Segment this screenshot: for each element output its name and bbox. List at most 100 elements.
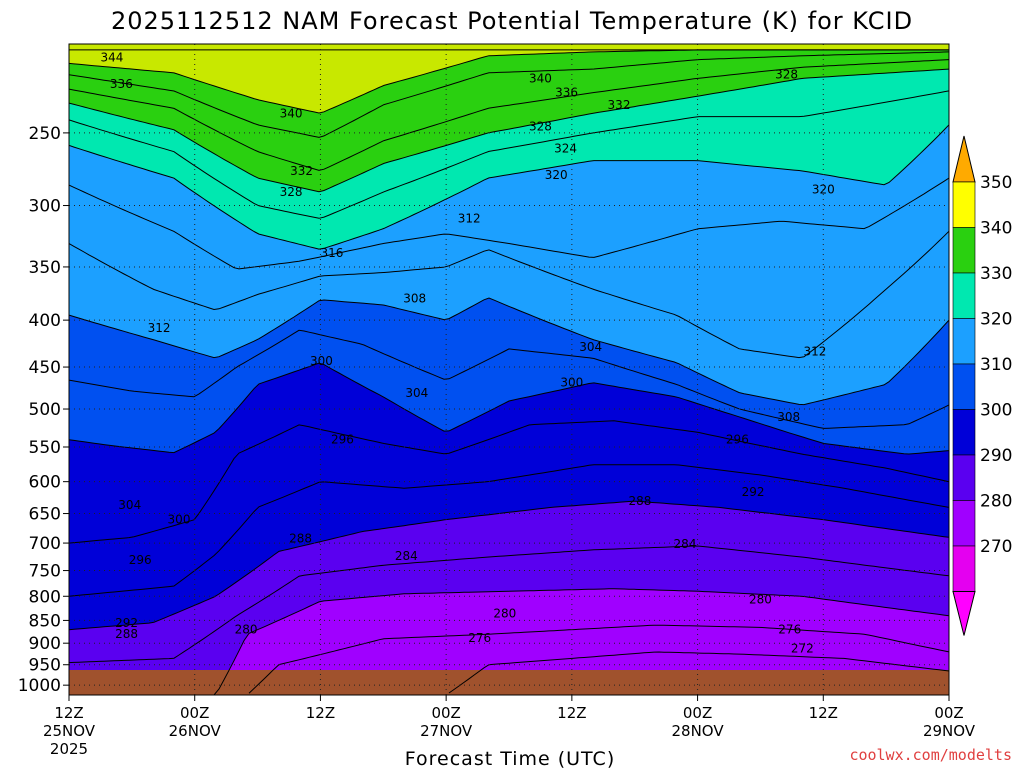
x-tick-label: 12Z <box>54 704 83 722</box>
contour-label: 328 <box>280 185 303 199</box>
contour-label: 300 <box>310 354 333 368</box>
contour-label: 276 <box>468 631 491 645</box>
colorbar-top-arrow <box>952 135 976 183</box>
band-fill <box>69 69 949 219</box>
band-fill <box>69 231 949 405</box>
y-tick-label: 600 <box>29 473 61 493</box>
contour-label: 308 <box>777 410 800 424</box>
contour-label: 324 <box>554 142 577 156</box>
band-fill <box>69 178 949 358</box>
x-tick-label: 29NOV <box>923 722 976 740</box>
y-tick-label: 850 <box>29 611 61 631</box>
contour-label: 312 <box>803 345 826 359</box>
contour-labels: 3443363403323283403363323283243203123283… <box>100 51 834 656</box>
colorbar-segment <box>952 318 976 365</box>
contour-label: 280 <box>235 623 258 637</box>
contour-label: 280 <box>749 593 772 607</box>
band-fill <box>69 363 949 544</box>
x-tick-label: 26NOV <box>169 722 222 740</box>
x-tick-label: 00Z <box>431 704 460 722</box>
y-tick-label: 550 <box>29 438 61 458</box>
contour-308 <box>69 297 949 406</box>
chart-title: 2025112512 NAM Forecast Potential Temper… <box>111 7 913 35</box>
contour-label: 328 <box>775 68 798 82</box>
contour-label: 296 <box>129 553 152 567</box>
colorbar-segment <box>952 545 976 592</box>
plot-area: 3443363403323283403363323283243203123283… <box>69 44 949 695</box>
y-tick-label: 350 <box>29 258 61 278</box>
contour-280 <box>69 588 949 695</box>
contour-316 <box>69 177 949 270</box>
plot-frame <box>68 43 950 696</box>
y-tick-label: 650 <box>29 505 61 525</box>
contour-label: 296 <box>726 433 749 447</box>
band-fill <box>69 298 949 429</box>
x-tick-label: 00Z <box>934 704 963 722</box>
band-fill <box>69 44 949 50</box>
colorbar-tick-label: 280 <box>980 492 1012 512</box>
contour-320 <box>69 124 949 250</box>
contour-label: 304 <box>405 386 428 400</box>
y-tick-label: 450 <box>29 358 61 378</box>
contour-276 <box>248 624 949 694</box>
colorbar: 350 340 330 320 310 300 290 280 270 <box>952 135 1012 636</box>
colorbar-segment <box>952 409 976 456</box>
contour-label: 280 <box>493 606 516 620</box>
contour-label: 316 <box>320 246 343 260</box>
band-fill <box>69 49 949 113</box>
contour-label: 332 <box>608 98 631 112</box>
contour-label: 312 <box>458 212 481 226</box>
colorbar-tick-label: 340 <box>980 219 1012 239</box>
colorbar-tick-label: 330 <box>980 264 1012 284</box>
band-fill <box>69 588 949 695</box>
x-tick-label: 12Z <box>809 704 838 722</box>
contour-label: 292 <box>115 616 138 630</box>
colorbar-tick-label: 350 <box>980 173 1012 193</box>
band-fill <box>69 51 949 171</box>
x-tick-label: 00Z <box>683 704 712 722</box>
contour-272 <box>448 651 949 694</box>
contour-label: 308 <box>403 292 426 306</box>
x-tick-label: 12Z <box>557 704 586 722</box>
y-tick-label: 250 <box>29 124 61 144</box>
credit-text: coolwx.com/modelts <box>849 746 1012 764</box>
y-tick-label: 700 <box>29 534 61 554</box>
filled-bands <box>69 44 949 695</box>
colorbar-segment <box>952 272 976 319</box>
colorbar-segment <box>952 363 976 410</box>
contour-340 <box>69 49 949 114</box>
x-tick-label: 25NOV <box>43 722 96 740</box>
colorbar-segment <box>952 500 976 547</box>
x-tick-label: 2025 <box>50 740 88 758</box>
contour-label: 336 <box>555 86 578 100</box>
contour-label: 304 <box>579 340 602 354</box>
contour-label: 288 <box>115 627 138 641</box>
contour-300 <box>69 362 949 455</box>
contour-label: 288 <box>628 494 651 508</box>
colorbar-segment <box>952 454 976 501</box>
y-tick-label: 750 <box>29 562 61 582</box>
contour-label: 300 <box>560 376 583 390</box>
ground-below-surface <box>69 670 949 695</box>
y-tick-label: 950 <box>29 656 61 676</box>
contour-label: 340 <box>529 71 552 85</box>
contour-label: 272 <box>791 641 814 655</box>
contour-304 <box>69 329 949 429</box>
contour-lines <box>69 49 949 695</box>
contour-label: 336 <box>110 77 133 91</box>
band-fill <box>69 330 949 454</box>
contour-label: 296 <box>331 433 354 447</box>
contour-label: 284 <box>674 537 697 551</box>
y-tick-label: 1000 <box>18 676 61 696</box>
contour-324 <box>69 90 949 219</box>
colorbar-bottom-arrow <box>952 591 976 636</box>
x-axis-label: Forecast Time (UTC) <box>405 748 615 768</box>
contour-292 <box>69 464 949 597</box>
contour-label: 328 <box>529 119 552 133</box>
contour-label: 320 <box>812 182 835 196</box>
contour-284 <box>69 545 949 664</box>
y-tick-label: 800 <box>29 587 61 607</box>
y-tick-label: 500 <box>29 400 61 420</box>
